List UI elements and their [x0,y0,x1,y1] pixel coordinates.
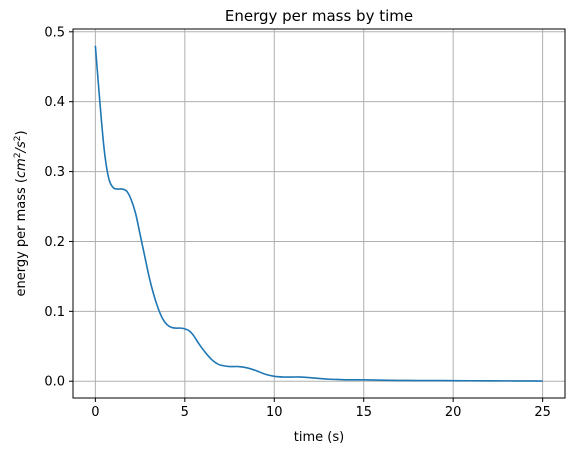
x-tick-label: 25 [534,405,551,420]
y-tick-label: 0.5 [44,25,65,40]
y-axis-label-unit-base: cm [14,158,29,178]
x-tick-label: 5 [181,405,189,420]
y-tick-label: 0.4 [44,95,65,110]
x-axis-label: time (s) [294,430,344,445]
x-axis-ticks: 0 5 10 15 20 25 [91,398,551,420]
y-tick-label: 0.3 [44,165,65,180]
series-line [94,45,543,382]
x-tick-label: 20 [445,405,462,420]
x-tick-label: 10 [266,405,283,420]
plot-area-frame [72,28,566,399]
y-axis-label: energy per mass (cm2/s2) [13,130,29,296]
y-tick-label: 0.0 [44,375,65,390]
y-tick-label: 0.2 [44,235,65,250]
y-axis-label-unit-exp1: 2 [13,152,23,158]
series-lines [94,45,543,382]
y-axis-label-unit-mid: /s [14,141,29,153]
x-tick-label: 0 [91,405,99,420]
y-axis-label-close: ) [14,130,29,135]
chart-title: Energy per mass by time [225,7,413,25]
y-axis-label-text: energy per mass ( [14,178,29,297]
y-tick-label: 0.1 [44,305,65,320]
grid-lines [73,29,565,398]
y-axis-label-unit-exp2: 2 [13,136,23,142]
y-axis-ticks: 0.0 0.1 0.2 0.3 0.4 0.5 [44,25,73,390]
x-tick-label: 15 [355,405,372,420]
